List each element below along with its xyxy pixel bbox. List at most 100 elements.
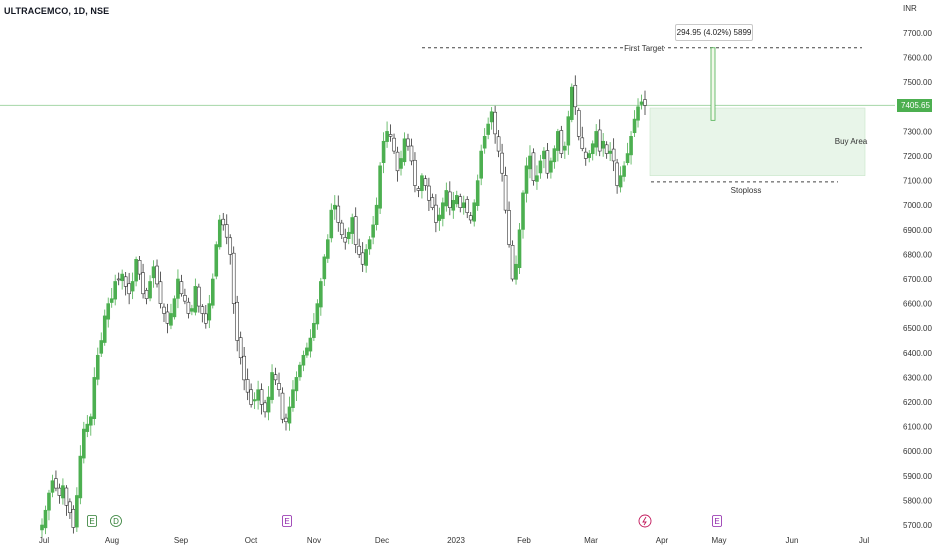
candle-down bbox=[249, 383, 253, 408]
price-tick-label: 7300.00 bbox=[903, 127, 932, 136]
candle-up bbox=[193, 278, 198, 316]
candle-body bbox=[552, 148, 557, 163]
candle-body bbox=[611, 148, 616, 162]
candle-body bbox=[249, 389, 253, 405]
candle-up bbox=[451, 191, 456, 219]
candle-body bbox=[486, 123, 490, 135]
candle-body bbox=[40, 524, 44, 531]
candle-down bbox=[559, 125, 564, 159]
candle-up bbox=[420, 173, 424, 199]
candle-body bbox=[277, 383, 281, 391]
candle-down bbox=[141, 263, 145, 299]
time-axis[interactable]: Jul Aug Sep Oct Nov Dec 2023 Feb Mar Apr May Jun Jul bbox=[39, 536, 869, 545]
candle-down bbox=[353, 207, 358, 254]
candle-body bbox=[95, 354, 100, 380]
candle-up bbox=[601, 133, 605, 157]
candle-body bbox=[632, 118, 637, 134]
candle-body bbox=[597, 129, 602, 152]
candle-body bbox=[353, 216, 358, 245]
candle-down bbox=[597, 119, 602, 157]
candle-body bbox=[144, 290, 149, 299]
candle-body bbox=[47, 492, 51, 511]
candle-down bbox=[116, 272, 121, 286]
earnings-icon-box bbox=[712, 515, 722, 527]
candle-body bbox=[427, 185, 431, 201]
candle-body bbox=[399, 158, 403, 169]
candle-up bbox=[556, 128, 560, 162]
candle-up bbox=[190, 304, 194, 316]
candle-body bbox=[479, 150, 483, 179]
candle-down bbox=[430, 193, 435, 211]
candle-body bbox=[148, 281, 152, 299]
candle-down bbox=[228, 234, 233, 265]
candle-up bbox=[332, 195, 337, 220]
candle-down bbox=[406, 133, 410, 151]
candle-up bbox=[78, 445, 83, 505]
candle-up bbox=[106, 297, 111, 328]
time-tick-label: 2023 bbox=[447, 536, 465, 545]
candle-body bbox=[68, 501, 72, 513]
candle-body bbox=[242, 355, 246, 381]
time-tick-label: Jul bbox=[39, 536, 49, 545]
time-tick-label: Aug bbox=[105, 536, 119, 545]
candle-body bbox=[120, 273, 124, 282]
candle-up bbox=[294, 371, 299, 402]
candle-body bbox=[538, 160, 543, 174]
candle-up bbox=[99, 332, 104, 357]
candle-down bbox=[162, 303, 166, 322]
candle-down bbox=[280, 387, 285, 424]
candle-up bbox=[291, 380, 295, 412]
price-axis[interactable]: 7700.007600.007500.007400.007300.007200.… bbox=[903, 29, 932, 530]
candle-body bbox=[521, 192, 525, 230]
candle-down bbox=[500, 143, 504, 182]
candle-down bbox=[583, 147, 588, 166]
candle-up bbox=[563, 141, 567, 159]
candle-up bbox=[113, 274, 117, 306]
event-marker-label: E bbox=[714, 517, 719, 526]
measure-tool-bar[interactable] bbox=[710, 47, 716, 121]
candle-down bbox=[413, 152, 417, 193]
candle-up bbox=[570, 83, 574, 123]
candle-up bbox=[95, 347, 100, 386]
candle-down bbox=[643, 90, 647, 116]
candle-up bbox=[329, 203, 334, 243]
candle-body bbox=[332, 204, 337, 210]
buy-area-label: Buy Area bbox=[835, 137, 868, 146]
time-tick-label: Mar bbox=[584, 536, 598, 545]
candle-body bbox=[109, 298, 114, 303]
candle-up bbox=[120, 269, 124, 290]
buy-area-zone[interactable] bbox=[649, 107, 866, 176]
candle-body bbox=[179, 281, 184, 295]
candle-body bbox=[99, 340, 104, 354]
candle-body bbox=[378, 165, 382, 209]
candle-up bbox=[535, 165, 539, 190]
candle-body bbox=[106, 303, 111, 320]
candle-body bbox=[231, 252, 236, 304]
candle-body bbox=[301, 354, 306, 366]
candle-body bbox=[514, 263, 518, 280]
candle-body bbox=[360, 252, 365, 265]
candle-body bbox=[315, 303, 320, 325]
candle-down bbox=[273, 367, 278, 386]
candle-body bbox=[221, 218, 226, 226]
price-tick-label: 6600.00 bbox=[903, 300, 932, 309]
candle-up bbox=[252, 392, 257, 410]
candle-down bbox=[416, 186, 421, 198]
candle-body bbox=[594, 131, 599, 148]
stoploss-label: Stoploss bbox=[731, 186, 762, 195]
candle-down bbox=[71, 505, 76, 534]
candle-body bbox=[573, 85, 578, 108]
time-tick-label: May bbox=[711, 536, 726, 545]
candle-down bbox=[580, 126, 585, 152]
candle-up bbox=[374, 197, 379, 231]
candle-up bbox=[625, 142, 630, 166]
candle-body bbox=[169, 313, 173, 326]
event-marker-label: D bbox=[113, 517, 119, 526]
candle-body bbox=[458, 196, 463, 208]
candle-body bbox=[448, 191, 452, 208]
candle-up bbox=[475, 174, 480, 211]
candle-up bbox=[256, 380, 260, 410]
candle-body bbox=[210, 278, 215, 306]
candle-body bbox=[545, 150, 550, 174]
